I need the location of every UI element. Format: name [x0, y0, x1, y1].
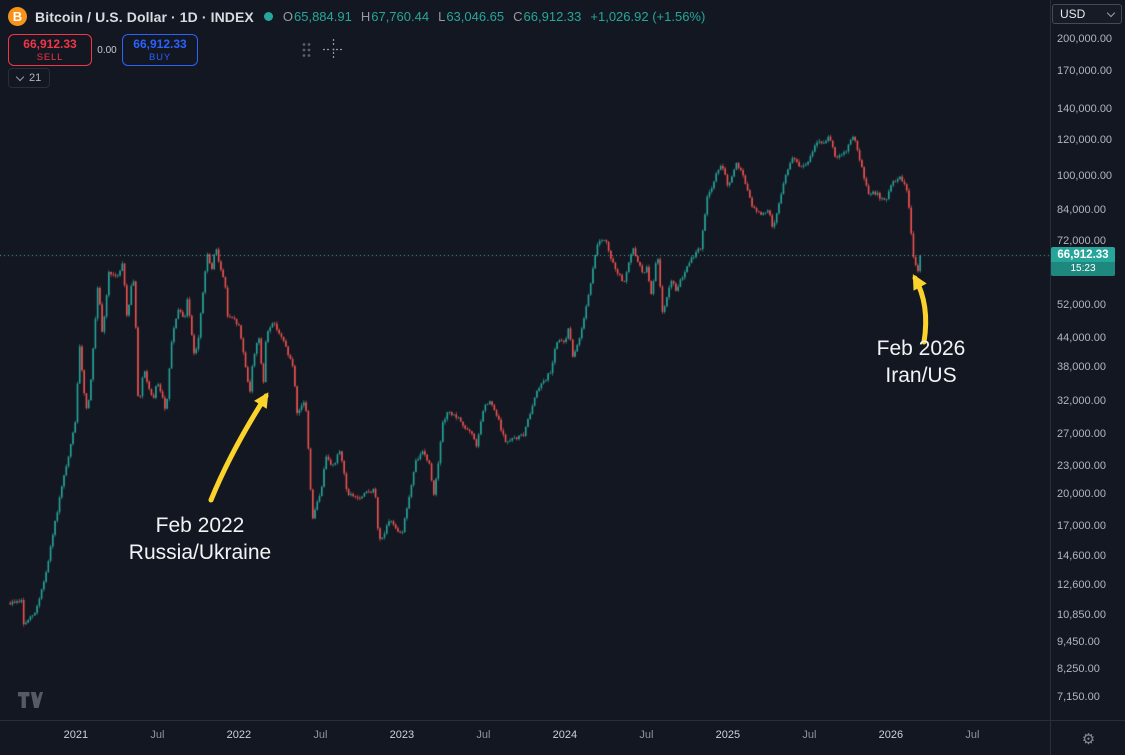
price-axis-tick: 32,000.00 — [1057, 394, 1106, 407]
low-label: L — [438, 9, 446, 24]
time-axis-label: 2021 — [63, 729, 89, 741]
price-axis-tick: 12,600.00 — [1057, 579, 1106, 591]
price-axis-tick: 52,000.00 — [1057, 299, 1106, 312]
time-axis-label: Jul — [150, 729, 165, 741]
settings-gear-icon[interactable]: ⚙ — [1081, 730, 1096, 748]
ohlc-values: O 65,884.91 H 67,760.44 L 63,046.65 C 66,912… — [283, 9, 705, 24]
price-axis-tick: 72,000.00 — [1057, 234, 1106, 247]
price-axis[interactable]: 66,912.33 15:23 200,000.00 170,000.00 140,… — [1050, 0, 1125, 720]
close-value: 66,912.33 — [523, 9, 582, 24]
symbol-legend: B Bitcoin / U.S. Dollar · 1D · INDEX O 65… — [8, 7, 705, 26]
sell-label: SELL — [36, 52, 64, 63]
annotation-text: Feb 2026 Iran/US — [876, 337, 966, 387]
time-axis-label: Jul — [802, 729, 817, 741]
drag-dots-icon[interactable] — [301, 42, 312, 58]
chevron-down-icon — [15, 72, 25, 81]
price-axis-tick: 100,000.00 — [1057, 169, 1113, 182]
time-axis-label: Jul — [965, 729, 980, 741]
change-value: +1,026.92 (+1.56%) — [590, 9, 706, 24]
time-axis[interactable]: 2021 Jul 2022 Jul 2023 Jul 2024 Jul 2025 Jul 2026 J… — [0, 720, 1050, 755]
price-axis-tick: 14,600.00 — [1057, 549, 1106, 562]
price-axis-tick: 120,000.00 — [1057, 133, 1113, 146]
price-axis-tick: 140,000.00 — [1057, 103, 1113, 116]
current-price-value: 66,912.33 — [1057, 249, 1109, 262]
chart-area: B Bitcoin / U.S. Dollar · 1D · INDEX O 65… — [0, 0, 1050, 720]
sell-price: 66,912.33 — [23, 37, 77, 51]
high-label: H — [360, 9, 371, 24]
sell-button[interactable]: 66,912.33 SELL — [8, 34, 92, 66]
price-axis-tick: 8,250.00 — [1057, 662, 1100, 675]
bar-countdown: 15:23 — [1051, 262, 1115, 277]
tradingview-logo[interactable] — [18, 692, 43, 713]
buy-price: 66,912.33 — [133, 37, 187, 51]
floating-toolbar[interactable] — [301, 39, 344, 60]
crosshair-icon[interactable] — [323, 39, 344, 60]
buy-button[interactable]: 66,912.33 BUY — [122, 34, 198, 66]
price-axis-tick: 7,150.00 — [1057, 690, 1100, 703]
candlestick-chart-canvas[interactable] — [0, 0, 1050, 720]
price-axis-tick: 38,000.00 — [1057, 360, 1106, 373]
price-axis-tick: 84,000.00 — [1057, 204, 1106, 217]
currency-value: USD — [1060, 7, 1086, 21]
legend-collapse-chip[interactable]: 21 — [8, 68, 51, 88]
chevron-down-icon — [1106, 8, 1116, 17]
price-axis-tick: 20,000.00 — [1057, 487, 1106, 500]
spread-value: 0.00 — [97, 44, 117, 56]
open-label: O — [282, 9, 293, 24]
time-axis-label: Jul — [476, 729, 491, 741]
price-axis-tick: 170,000.00 — [1057, 65, 1113, 78]
open-value: 65,884.91 — [294, 9, 352, 24]
time-axis-label: 2026 — [878, 729, 904, 741]
price-axis-tick: 9,450.00 — [1057, 635, 1100, 648]
bitcoin-logo-icon: B — [8, 7, 27, 26]
high-value: 67,760.44 — [371, 9, 430, 24]
axis-settings-corner: ⚙ — [1050, 720, 1125, 755]
price-axis-tick: 23,000.00 — [1057, 460, 1106, 473]
time-axis-label: 2022 — [226, 729, 252, 741]
current-price-tag: 66,912.33 15:23 — [1051, 247, 1115, 277]
time-axis-label: 2023 — [389, 729, 415, 741]
buy-label: BUY — [149, 52, 171, 63]
price-axis-tick: 27,000.00 — [1057, 428, 1106, 441]
time-axis-label: Jul — [313, 729, 328, 741]
price-axis-tick: 10,850.00 — [1057, 608, 1106, 621]
time-axis-label: 2025 — [715, 729, 741, 741]
time-axis-label: Jul — [639, 729, 654, 741]
price-axis-tick: 17,000.00 — [1057, 519, 1106, 532]
legend-collapsed-count: 21 — [29, 72, 42, 84]
price-axis-tick: 44,000.00 — [1057, 332, 1106, 345]
symbol-title[interactable]: Bitcoin / U.S. Dollar · 1D · INDEX — [35, 8, 254, 25]
currency-dropdown[interactable]: USD — [1052, 4, 1122, 24]
low-value: 63,046.65 — [446, 9, 505, 24]
time-axis-label: 2024 — [552, 729, 578, 741]
trade-buttons: 66,912.33 SELL 0.00 66,912.33 BUY — [8, 34, 198, 66]
close-label: C — [513, 9, 523, 24]
annotation-text: Feb 2022 Russia/Ukraine — [128, 514, 272, 564]
price-axis-tick: 200,000.00 — [1057, 33, 1113, 45]
market-status-dot — [263, 12, 273, 21]
